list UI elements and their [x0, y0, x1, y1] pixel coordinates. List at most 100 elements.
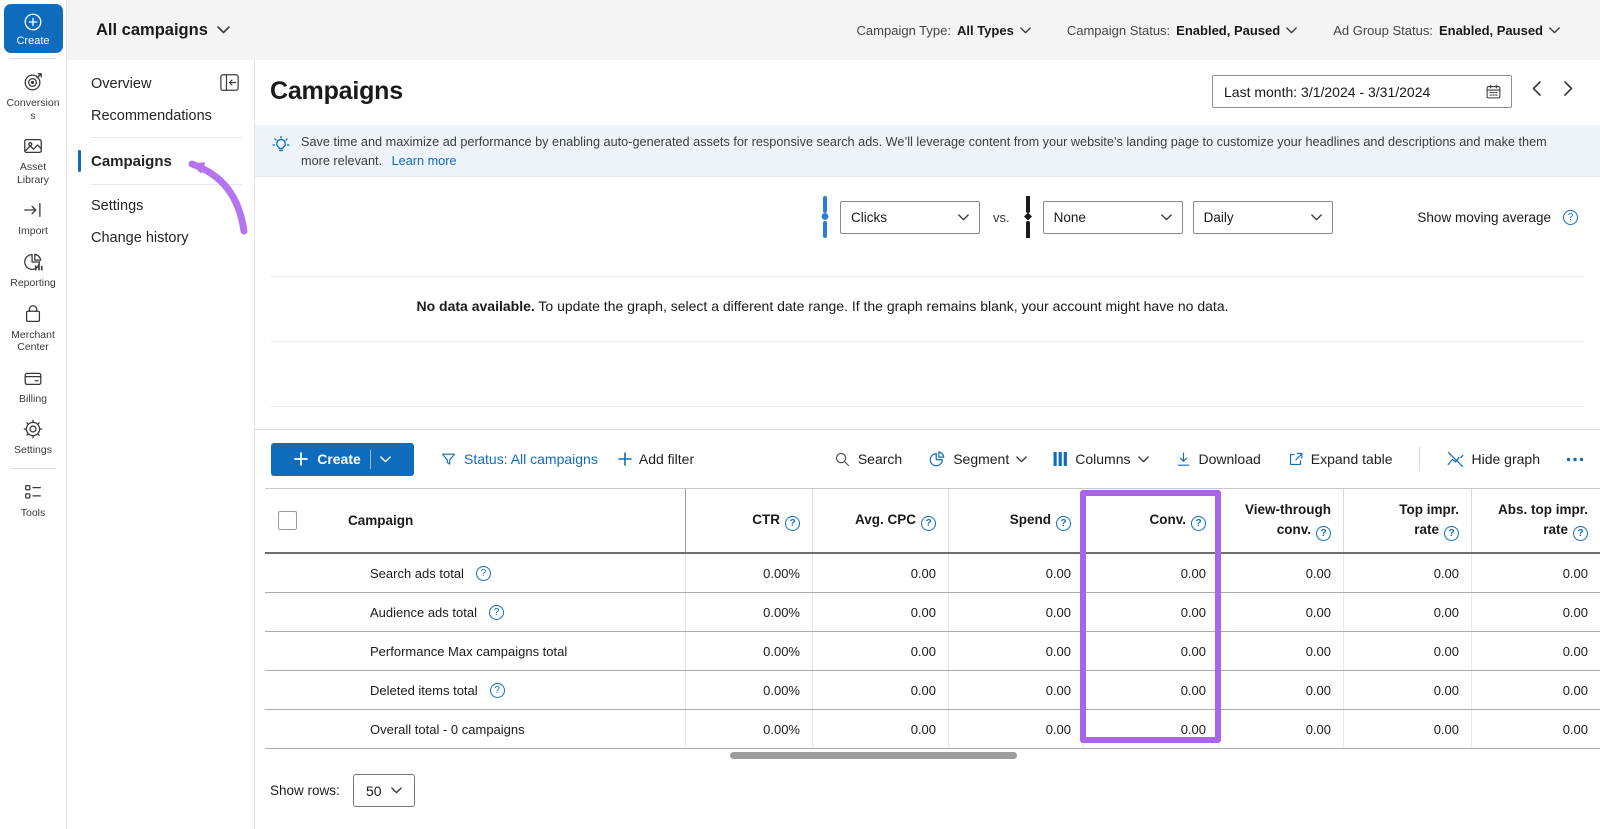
row-label: Deleted items total	[370, 683, 478, 698]
rail-item-tools[interactable]: Tools	[0, 474, 66, 526]
cell-avg-cpc: 0.00	[812, 593, 948, 631]
column-header-view-through-conv[interactable]: View-through conv.	[1218, 489, 1343, 552]
segment-button[interactable]: Segment	[928, 450, 1027, 468]
table-toolbar: Create Status: All campaigns Add filter …	[255, 430, 1600, 488]
help-icon[interactable]	[1191, 516, 1206, 531]
filter-label: Campaign Type:	[857, 23, 951, 38]
status-filter-chip[interactable]: Status: All campaigns	[440, 451, 598, 468]
sidenav-item-campaigns[interactable]: Campaigns	[67, 143, 254, 179]
status-filter-label: Status: All campaigns	[464, 451, 598, 467]
rail-item-asset-library[interactable]: Asset Library	[0, 128, 66, 192]
column-header-campaign[interactable]: Campaign	[310, 513, 685, 528]
hide-graph-label: Hide graph	[1472, 451, 1541, 467]
column-header-conv[interactable]: Conv.	[1083, 489, 1218, 552]
granularity-value: Daily	[1204, 210, 1234, 225]
create-campaign-button[interactable]: Create	[271, 443, 414, 476]
sidenav-item-label: Change history	[91, 230, 189, 246]
previous-date-range-button[interactable]	[1532, 81, 1541, 96]
cell-ctr: 0.00%	[685, 671, 812, 709]
horizontal-scrollbar[interactable]	[730, 752, 1017, 759]
secondary-metric-select[interactable]: None	[1043, 201, 1183, 234]
cell-avg-cpc: 0.00	[812, 632, 948, 670]
help-icon[interactable]	[490, 683, 505, 698]
chart-empty-state: No data available. To update the graph, …	[255, 298, 1390, 314]
cell-ctr: 0.00%	[685, 593, 812, 631]
download-button[interactable]: Download	[1175, 451, 1261, 468]
cell-avg-cpc: 0.00	[812, 554, 948, 592]
help-icon[interactable]	[476, 566, 491, 581]
column-header-avg-cpc[interactable]: Avg. CPC	[812, 489, 948, 552]
campaign-type-filter[interactable]: Campaign Type: All Types	[857, 23, 1031, 38]
more-options-button[interactable]	[1566, 457, 1584, 462]
plus-icon	[294, 452, 308, 466]
chevron-down-icon	[217, 26, 230, 34]
expand-table-button[interactable]: Expand table	[1287, 451, 1393, 468]
search-button[interactable]: Search	[834, 451, 902, 468]
sidenav-item-recommendations[interactable]: Recommendations	[67, 100, 254, 132]
show-moving-average-toggle[interactable]: Show moving average	[1417, 210, 1578, 225]
ad-group-status-filter[interactable]: Ad Group Status: Enabled, Paused	[1333, 23, 1560, 38]
column-header-ctr[interactable]: CTR	[685, 489, 812, 552]
campaign-status-filter[interactable]: Campaign Status: Enabled, Paused	[1067, 23, 1297, 38]
date-range-picker[interactable]: Last month: 3/1/2024 - 3/31/2024	[1212, 75, 1512, 108]
next-date-range-button[interactable]	[1564, 81, 1573, 96]
row-label: Search ads total	[370, 566, 464, 581]
learn-more-link[interactable]: Learn more	[392, 154, 457, 168]
granularity-select[interactable]: Daily	[1193, 201, 1333, 234]
help-icon[interactable]	[1444, 526, 1459, 541]
account-scope-dropdown[interactable]: All campaigns	[96, 0, 230, 60]
sidenav-item-settings[interactable]: Settings	[67, 190, 254, 222]
cell-abs-top-impr-rate: 0.00	[1471, 710, 1600, 748]
cell-avg-cpc: 0.00	[812, 671, 948, 709]
cell-ctr: 0.00%	[685, 632, 812, 670]
sidenav-item-change-history[interactable]: Change history	[67, 222, 254, 254]
table-footer: Show rows: 50	[270, 774, 415, 807]
empty-state-title: No data available.	[417, 298, 535, 314]
help-icon[interactable]	[785, 516, 800, 531]
cell-top-impr-rate: 0.00	[1343, 632, 1471, 670]
cell-view-through-conv: 0.00	[1218, 554, 1343, 592]
rail-item-reporting[interactable]: Reporting	[0, 244, 66, 296]
help-icon[interactable]	[1316, 526, 1331, 541]
rail-item-label: Conversions	[4, 97, 62, 122]
columns-label: Columns	[1075, 451, 1130, 467]
rail-item-billing[interactable]: Billing	[0, 360, 66, 412]
performance-chart: Clicks vs. None Daily Show moving averag…	[255, 176, 1600, 430]
hide-graph-button[interactable]: Hide graph	[1446, 451, 1541, 468]
help-icon[interactable]	[921, 516, 936, 531]
create-tile-button[interactable]: Create	[4, 4, 63, 53]
chevron-down-icon	[1016, 456, 1027, 463]
primary-metric-select[interactable]: Clicks	[840, 201, 980, 234]
column-header-spend[interactable]: Spend	[948, 489, 1083, 552]
column-header-abs-top-impr-rate[interactable]: Abs. top impr. rate	[1471, 489, 1600, 552]
rail-item-settings[interactable]: Settings	[0, 411, 66, 463]
rail-item-label: Settings	[14, 444, 52, 457]
chevron-down-icon	[391, 787, 402, 794]
columns-icon	[1053, 451, 1068, 467]
rail-item-label: Billing	[19, 393, 47, 406]
cell-conv: 0.00	[1083, 710, 1218, 748]
cell-spend: 0.00	[948, 671, 1083, 709]
add-filter-button[interactable]: Add filter	[618, 451, 694, 467]
plus-icon	[618, 452, 632, 466]
sidenav-item-overview[interactable]: Overview	[67, 68, 254, 100]
help-icon[interactable]	[1573, 526, 1588, 541]
rail-item-label: Import	[18, 225, 48, 238]
column-header-top-impr-rate[interactable]: Top impr. rate	[1343, 489, 1471, 552]
segment-label: Segment	[953, 451, 1009, 467]
columns-button[interactable]: Columns	[1053, 451, 1148, 467]
help-icon[interactable]	[489, 605, 504, 620]
show-rows-select[interactable]: 50	[353, 774, 415, 807]
list-icon	[22, 481, 44, 503]
wallet-icon	[22, 367, 44, 389]
help-icon[interactable]	[1563, 210, 1578, 225]
select-all-checkbox[interactable]	[278, 511, 297, 530]
row-label: Performance Max campaigns total	[370, 644, 567, 659]
rail-item-conversions[interactable]: Conversions	[0, 64, 66, 128]
banner-text-block: Save time and maximize ad performance by…	[301, 133, 1558, 176]
cell-avg-cpc: 0.00	[812, 710, 948, 748]
help-icon[interactable]	[1056, 516, 1071, 531]
sidenav-item-label: Overview	[91, 76, 151, 92]
rail-item-import[interactable]: Import	[0, 192, 66, 244]
rail-item-merchant-center[interactable]: Merchant Center	[0, 296, 66, 360]
